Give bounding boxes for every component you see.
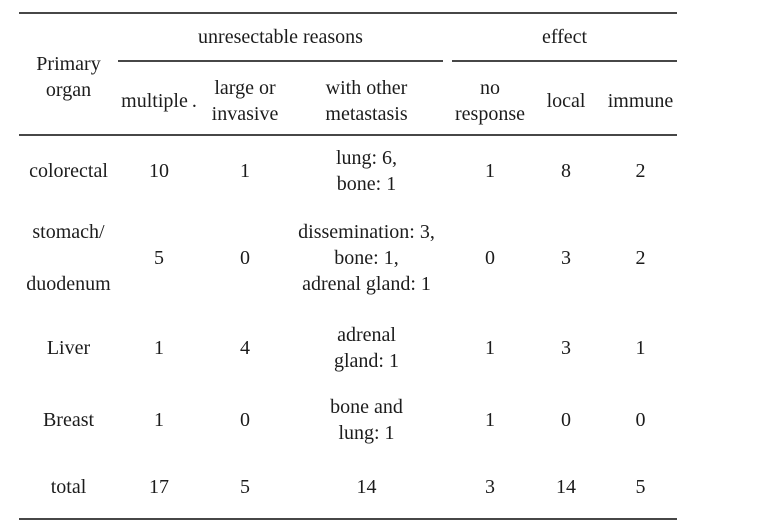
row-label-total: total <box>50 475 87 498</box>
column-header-immune: immune <box>604 61 678 136</box>
cell-local: 8 <box>561 159 572 182</box>
column-header-with-other-metastasis: with other metastasis <box>290 61 444 136</box>
cell-immune: 2 <box>635 159 646 182</box>
table-row-total: total 17 5 14 3 14 5 <box>19 455 677 519</box>
row-label-colorectal: colorectal <box>29 159 108 182</box>
cell-no-response: 3 <box>485 475 496 498</box>
row-label-stomach-duodenum: stomach/ duodenum <box>26 220 111 295</box>
column-header-multiple-label: multiple <box>121 89 188 112</box>
cell-immune: 0 <box>635 409 646 431</box>
artifact-period: . <box>191 89 197 112</box>
cell-large-or-invasive: 1 <box>240 159 250 182</box>
table-row-stomach-duodenum: stomach/ duodenum 5 0 dissemination: 3, … <box>19 205 677 310</box>
column-header-primary-organ: Primary organ <box>19 13 118 136</box>
table-row-liver: Liver 1 4 adrenal gland: 1 1 3 1 <box>19 310 677 385</box>
gap-spacer <box>443 455 452 519</box>
cell-immune: 5 <box>635 475 646 498</box>
cell-immune: 2 <box>635 246 646 269</box>
cell-with-other-metastasis: lung: 6, bone: 1 <box>335 146 398 195</box>
cell-with-other-metastasis: bone and lung: 1 <box>330 396 403 444</box>
column-group-unresectable-reasons: unresectable reasons <box>118 13 444 62</box>
cell-local: 14 <box>556 475 577 498</box>
column-group-effect: effect <box>452 13 678 62</box>
cell-no-response: 1 <box>485 336 496 359</box>
header-gap-spacer <box>443 13 453 136</box>
cell-local: 3 <box>561 336 572 359</box>
row-label-breast: Breast <box>42 409 95 431</box>
column-header-local: local <box>528 61 605 136</box>
results-table: Primary organ unresectable reasons effec… <box>19 12 678 520</box>
cell-large-or-invasive: 4 <box>240 336 250 359</box>
cell-no-response: 0 <box>485 246 496 269</box>
row-label-liver: Liver <box>46 336 91 359</box>
cell-multiple: 1 <box>154 336 164 359</box>
cell-immune: 1 <box>635 336 646 359</box>
cell-no-response: 1 <box>485 159 496 182</box>
cell-large-or-invasive: 5 <box>240 475 250 498</box>
cell-no-response: 1 <box>485 409 496 431</box>
column-header-multiple: multiple. <box>118 61 200 136</box>
gap-spacer <box>443 310 452 385</box>
gap-spacer <box>443 135 452 205</box>
cell-with-other-metastasis: adrenal gland: 1 <box>334 323 399 372</box>
gap-spacer <box>443 205 452 310</box>
cell-large-or-invasive: 0 <box>240 409 250 431</box>
cell-multiple: 5 <box>154 246 164 269</box>
cell-multiple: 17 <box>149 475 169 498</box>
cell-multiple: 1 <box>154 409 164 431</box>
gap-spacer <box>443 385 452 455</box>
cell-with-other-metastasis: dissemination: 3, bone: 1, adrenal gland… <box>298 220 435 295</box>
column-header-large-or-invasive: large or invasive <box>200 61 290 136</box>
cell-local: 3 <box>561 246 572 269</box>
cell-large-or-invasive: 0 <box>240 246 250 269</box>
cell-multiple: 10 <box>149 159 169 182</box>
column-header-no-response: no response <box>452 61 529 136</box>
cell-local: 0 <box>561 409 572 431</box>
table-row-breast: Breast 1 0 bone and lung: 1 1 0 0 <box>19 385 677 455</box>
cell-with-other-metastasis: 14 <box>356 475 377 498</box>
table-row-colorectal: colorectal 10 1 lung: 6, bone: 1 1 8 2 <box>19 135 677 205</box>
